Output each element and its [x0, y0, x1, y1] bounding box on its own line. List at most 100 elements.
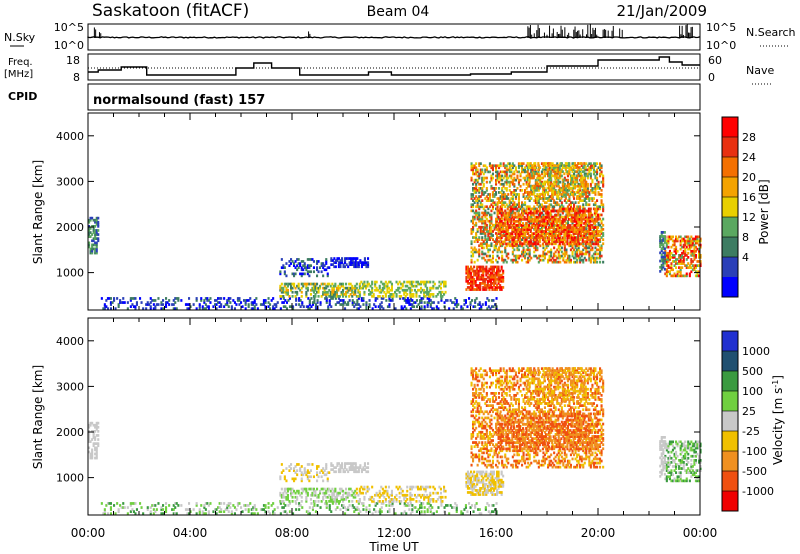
- power-cell: [497, 265, 500, 269]
- power-cell: [151, 299, 154, 302]
- power-cell: [380, 290, 383, 294]
- power-cell: [88, 245, 91, 249]
- power-cell: [325, 295, 328, 298]
- power-cell: [421, 288, 424, 292]
- power-cell: [94, 220, 97, 224]
- velocity-cell: [146, 506, 149, 509]
- velocity-cell: [241, 510, 244, 513]
- power-cell: [481, 215, 484, 219]
- power-cell: [484, 234, 487, 237]
- power-cell: [351, 263, 354, 266]
- power-cell: [188, 303, 191, 306]
- power-cell: [474, 299, 477, 302]
- power-cell: [502, 203, 505, 207]
- power-cell: [486, 307, 489, 310]
- power-cell: [547, 244, 550, 248]
- power-cell: [560, 215, 563, 219]
- power-colorbar-swatch: [722, 137, 738, 158]
- power-cell: [482, 172, 485, 176]
- power-cell: [322, 290, 325, 294]
- power-cell: [282, 295, 285, 298]
- power-cell: [505, 182, 508, 186]
- power-cell: [97, 233, 100, 236]
- power-cell: [473, 265, 476, 269]
- power-cell: [534, 162, 537, 165]
- power-cell: [297, 284, 300, 288]
- power-cell: [560, 250, 563, 254]
- power-cell: [344, 307, 347, 310]
- power-cell: [359, 259, 362, 262]
- power-cell: [490, 215, 493, 219]
- power-cell: [475, 248, 478, 252]
- power-cell: [522, 170, 525, 174]
- power-cell: [397, 282, 400, 286]
- velocity-cell: [155, 508, 158, 511]
- power-cell: [284, 299, 287, 302]
- power-cell: [553, 199, 556, 202]
- power-cell: [94, 229, 97, 232]
- power-cell: [389, 288, 392, 292]
- power-cell: [565, 221, 568, 225]
- power-cell: [511, 197, 514, 200]
- power-cell: [412, 295, 415, 298]
- power-cell: [542, 197, 545, 200]
- power-cell: [501, 250, 504, 254]
- power-cell: [88, 241, 91, 245]
- power-cell: [486, 280, 489, 283]
- power-cell: [491, 265, 494, 269]
- power-cell: [347, 257, 350, 260]
- power-cell: [524, 189, 527, 192]
- power-cell: [472, 221, 475, 225]
- power-cell: [517, 193, 520, 196]
- power-cell: [476, 277, 479, 281]
- velocity-cell: [207, 510, 210, 513]
- nsky-label: N.Sky: [4, 31, 36, 44]
- power-cell: [511, 164, 514, 168]
- power-cell: [223, 305, 226, 308]
- power-cell: [563, 248, 566, 252]
- power-cell: [540, 170, 543, 174]
- power-cell: [521, 258, 524, 262]
- power-cell: [381, 288, 384, 292]
- power-cell: [489, 282, 492, 285]
- power-cell: [470, 273, 473, 277]
- power-cell: [282, 286, 285, 290]
- nsky-tick-bottom: 10^0: [54, 39, 84, 52]
- power-cell: [558, 166, 561, 169]
- power-cell: [95, 249, 98, 253]
- power-cell: [322, 262, 325, 265]
- power-cell: [341, 261, 344, 264]
- power-cell: [470, 205, 473, 209]
- power-cell: [486, 271, 489, 275]
- power-cell: [443, 293, 446, 296]
- power-cell: [160, 301, 163, 304]
- power-cell: [478, 205, 481, 209]
- power-cell: [506, 207, 509, 211]
- power-cell: [508, 215, 511, 219]
- power-cell: [476, 215, 479, 219]
- power-cell: [488, 225, 491, 229]
- power-cell: [482, 207, 485, 211]
- power-cell: [337, 295, 340, 298]
- power-cell: [334, 290, 337, 294]
- power-cell: [553, 215, 556, 219]
- power-cell: [446, 299, 449, 302]
- power-cell: [290, 262, 293, 265]
- power-cell: [95, 229, 98, 232]
- power-cell: [293, 272, 296, 276]
- power-cell: [344, 257, 347, 260]
- power-cell: [363, 284, 366, 288]
- power-cell: [294, 266, 297, 269]
- power-cell: [493, 248, 496, 252]
- power-cell: [488, 195, 491, 198]
- power-cell: [522, 203, 525, 207]
- power-cell: [337, 288, 340, 292]
- power-cell: [482, 193, 485, 196]
- freq-tick-top: 18: [66, 54, 80, 67]
- power-cell: [308, 303, 311, 306]
- power-cell: [537, 184, 540, 188]
- power-cell: [486, 284, 489, 287]
- power-cell: [471, 277, 474, 281]
- power-cell: [375, 280, 378, 284]
- power-cell: [498, 256, 501, 260]
